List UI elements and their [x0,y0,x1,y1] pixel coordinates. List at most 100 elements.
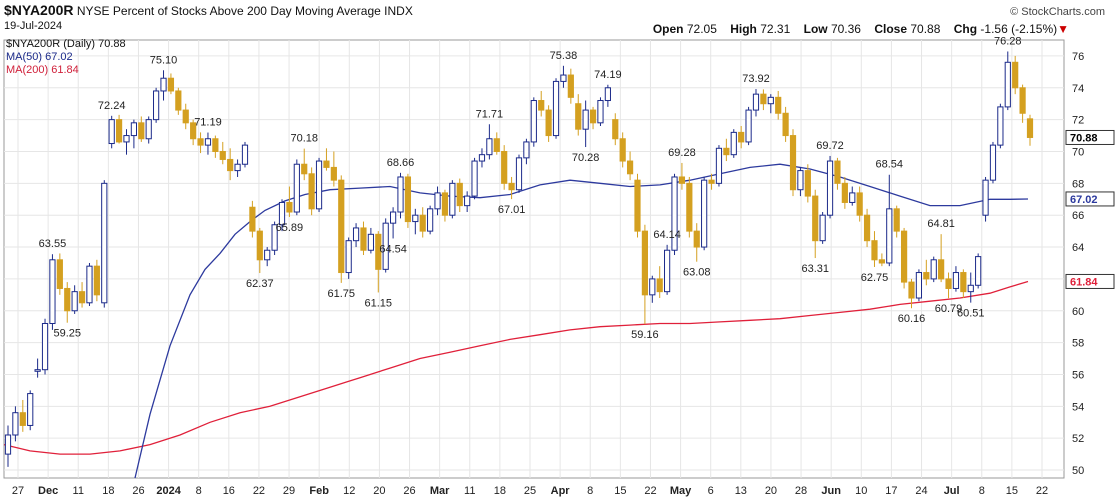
candle-body [589,109,597,124]
candle-body [693,230,700,248]
candle-body [834,160,841,184]
candle-body [323,160,330,168]
y-tick-label: 54 [1072,401,1084,413]
candle-body [471,160,478,197]
candle-body [849,192,856,203]
price-annotation: 70.28 [572,152,600,164]
candle-body [975,256,982,286]
chart-header: $NYA200R NYSE Percent of Stocks Above 20… [4,2,413,18]
x-tick-label: Dec [38,485,58,497]
candle-body [1019,87,1026,114]
candle-body [804,170,811,197]
candle-body [1012,61,1019,89]
low-value: 70.36 [830,22,861,36]
price-annotation: 73.92 [742,73,770,85]
candle-body [923,272,930,280]
high-value: 72.31 [760,22,791,36]
candle-body [397,176,404,213]
candle-body [538,100,545,111]
x-tick-label: 18 [494,485,506,497]
x-tick-label: 17 [885,485,897,497]
candle-body [330,166,337,181]
x-tick-label: Feb [309,485,329,497]
x-tick-label: 22 [253,485,265,497]
close-value: 70.88 [910,22,941,36]
candle-body [219,150,226,160]
candle-body [138,122,145,140]
x-tick-label: 2024 [156,485,181,497]
y-tick-label: 74 [1072,83,1084,95]
candle-body [989,144,997,181]
x-tick-label: 27 [12,485,24,497]
candle-body [938,259,945,280]
candle-body [441,192,449,216]
price-annotation: 75.10 [150,54,178,66]
candle-body [271,224,278,251]
candle-body [745,109,752,143]
ma50-value-tag: 67.02 [1070,194,1098,206]
candle-body [664,249,671,293]
candle-body [145,119,152,140]
price-annotation: 63.31 [801,263,829,275]
candle-body [4,434,12,455]
price-annotation: 60.79 [935,303,963,315]
candle-body [197,138,204,146]
candle-body [56,259,63,289]
candle-body [619,138,626,162]
candle-body [64,287,71,312]
y-tick-label: 68 [1072,178,1084,190]
candle-body [997,106,1004,146]
exchange: INDX [384,4,413,18]
candle-body [308,173,315,210]
candle-body [886,208,893,264]
candle-body [915,272,923,299]
candle-body [960,272,967,293]
candle-body [604,87,611,102]
close-value-tag-box [1065,129,1115,145]
price-annotation: 62.75 [861,272,889,284]
price-annotation: 75.38 [550,50,578,62]
candle-body [256,230,263,261]
candle-body [338,179,345,274]
candle-body [515,157,523,191]
open-value: 72.05 [686,22,717,36]
x-tick-label: 18 [102,485,114,497]
y-tick-label: 70 [1072,146,1084,158]
candle-body [841,182,848,203]
candle-body [641,230,648,296]
candle-body [301,163,308,175]
candle-body [797,170,804,191]
candle-body [86,265,93,304]
candle-body [930,259,937,280]
candle-body [449,182,456,216]
x-tick-label: 6 [708,485,714,497]
price-annotation: 64.54 [379,243,407,255]
candle-body [456,182,463,207]
candle-body [871,240,878,261]
candle-body [71,291,78,312]
chart-legend: $NYA200R (Daily) 70.88 MA(50) 67.02 MA(2… [6,38,126,77]
candle-body [715,147,723,184]
price-annotation: 71.71 [476,108,504,120]
candle-body [819,214,826,242]
x-tick-label: 15 [1006,485,1018,497]
x-tick-label: 20 [373,485,385,497]
candle-body [227,158,234,172]
candle-body [390,211,397,224]
candle-body [234,163,241,172]
x-tick-label: Mar [430,485,450,497]
candle-body [204,138,212,146]
candle-body [115,119,123,143]
legend-ma200: MA(200) 61.84 [6,64,79,76]
price-annotation: 61.75 [327,288,355,300]
x-tick-label: 10 [855,485,867,497]
down-arrow-icon: ▼ [1057,22,1069,36]
candle-body [27,393,34,426]
ohlc-readout: Open 72.05 High 72.31 Low 70.36 Close 70… [652,22,1069,36]
candle-body [530,100,537,143]
candle-body [545,109,552,137]
candle-body [634,179,641,232]
y-tick-label: 76 [1072,51,1084,63]
candle-body [893,208,900,232]
price-annotation: 70.18 [290,133,318,145]
